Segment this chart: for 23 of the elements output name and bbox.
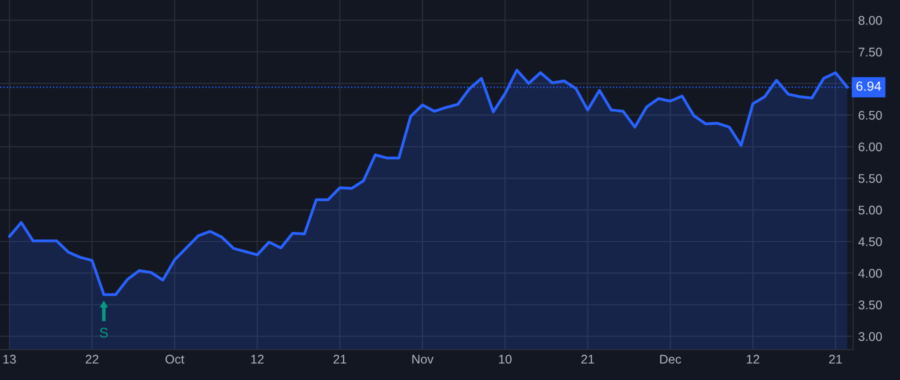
y-tick-label: 6.00 bbox=[858, 142, 882, 152]
x-tick-label: 21 bbox=[581, 354, 594, 364]
y-tick-label: 3.00 bbox=[858, 332, 882, 341]
ref-line-label: 6.94 bbox=[856, 81, 882, 91]
x-tick-label: 12 bbox=[251, 354, 264, 364]
x-tick-label: 21 bbox=[829, 354, 842, 364]
x-tick-label: Nov bbox=[412, 354, 434, 364]
y-tick-label: 6.50 bbox=[858, 110, 882, 120]
x-tick-label: Oct bbox=[166, 354, 184, 364]
x-tick-label: 22 bbox=[86, 354, 98, 364]
y-tick-label: 4.00 bbox=[858, 268, 882, 278]
y-tick-label: 5.50 bbox=[858, 174, 882, 183]
y-tick-label: 3.50 bbox=[858, 300, 882, 310]
x-tick-label: 21 bbox=[334, 354, 346, 364]
annotation: S bbox=[100, 328, 108, 338]
y-tick-label: 8.00 bbox=[858, 16, 882, 25]
x-tick-label: 12 bbox=[746, 354, 760, 364]
y-tick-label: 5.00 bbox=[858, 206, 882, 215]
x-tick-label: 10 bbox=[499, 354, 512, 364]
y-tick-label: 7.50 bbox=[858, 48, 882, 56]
x-tick-label: Dec bbox=[660, 354, 682, 364]
x-tick-label: 13 bbox=[3, 354, 16, 364]
y-tick-label: 4.50 bbox=[858, 237, 882, 246]
